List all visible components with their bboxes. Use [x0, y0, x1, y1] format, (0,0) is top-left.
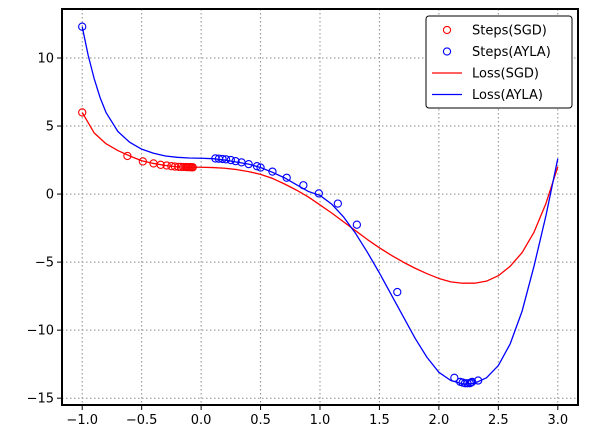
step-marker-steps-ayla: [256, 163, 265, 172]
step-marker-steps-ayla: [299, 181, 308, 190]
y-tick-label: −5: [35, 256, 54, 271]
step-marker-steps-ayla: [314, 189, 323, 198]
x-tick-label: −0.5: [126, 413, 158, 428]
step-marker-steps-ayla: [282, 173, 291, 182]
step-marker-steps-sgd: [138, 157, 147, 166]
legend-label-steps-ayla: Steps(AYLA): [472, 45, 551, 60]
legend-marker-steps-ayla: [442, 47, 452, 56]
x-tick-label: 3.0: [547, 413, 568, 428]
step-marker-steps-ayla: [450, 373, 459, 382]
y-tick-label: −10: [27, 324, 54, 339]
x-tick-label: 0.5: [250, 413, 271, 428]
step-marker-steps-ayla: [78, 22, 87, 31]
step-marker-steps-ayla: [333, 199, 342, 208]
y-tick-label: 10: [37, 51, 54, 66]
step-marker-steps-sgd: [123, 151, 132, 161]
step-marker-steps-ayla: [393, 287, 402, 297]
y-tick-label: 0: [46, 188, 54, 203]
y-tick-label: −15: [27, 392, 54, 407]
step-marker-steps-ayla: [473, 376, 483, 385]
legend-marker-steps-sgd: [442, 25, 452, 35]
series-line-loss-sgd: [81, 112, 559, 284]
step-marker-steps-ayla: [268, 167, 277, 176]
step-marker-steps-sgd: [78, 108, 87, 117]
step-marker-steps-ayla: [221, 155, 231, 164]
legend-box: [425, 15, 573, 109]
step-marker-steps-ayla: [218, 154, 227, 164]
x-tick-label: 1.5: [369, 413, 390, 428]
step-marker-steps-ayla: [231, 156, 240, 166]
plot-frame: [61, 8, 579, 406]
step-marker-steps-ayla: [226, 155, 235, 165]
legend-label-steps-sgd: Steps(SGD): [472, 24, 547, 39]
step-marker-steps-ayla: [468, 377, 477, 387]
x-tick-label: 0.0: [191, 413, 212, 428]
legend: Steps(SGD) Steps(AYLA) Loss(SGD) Loss(AYLA): [425, 15, 573, 109]
legend-label-loss-ayla: Loss(AYLA): [472, 88, 543, 103]
step-marker-steps-ayla: [252, 162, 262, 171]
y-tick-label: 5: [46, 120, 54, 135]
series-layer: [78, 22, 559, 388]
x-tick-label: 2.0: [429, 413, 450, 428]
step-marker-steps-sgd: [188, 163, 197, 172]
step-marker-steps-ayla: [244, 159, 253, 169]
x-tick-label: 2.5: [488, 413, 509, 428]
step-marker-steps-ayla: [352, 220, 362, 229]
axes: −1.0 −0.5 0.0 0.5 1.0 1.5 2.0 2.5 3.0 −15 −10 −5 0 5 1…: [27, 51, 569, 428]
step-marker-steps-ayla: [463, 379, 472, 388]
x-tick-label: −1.0: [66, 413, 98, 428]
step-marker-steps-sgd: [170, 162, 180, 171]
x-tick-label: 1.0: [310, 413, 331, 428]
step-marker-steps-sgd: [162, 161, 171, 170]
step-marker-steps-sgd: [156, 160, 165, 169]
legend-label-loss-sgd: Loss(SGD): [472, 67, 539, 82]
